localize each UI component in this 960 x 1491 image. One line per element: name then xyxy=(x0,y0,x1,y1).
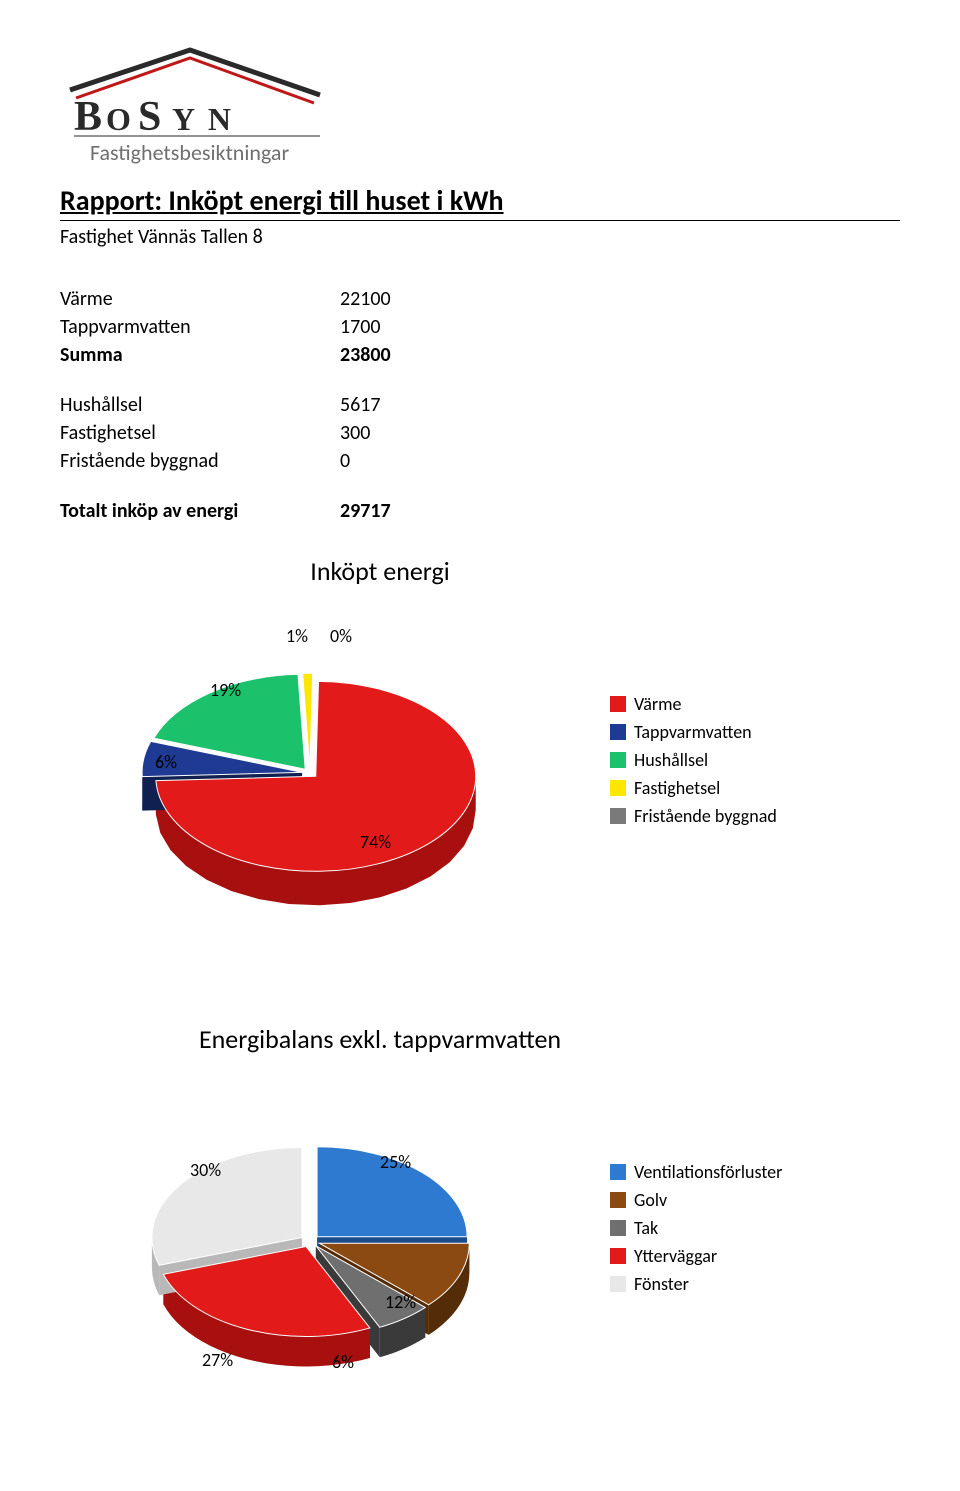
legend-swatch xyxy=(610,1192,626,1208)
row-label: Fristående byggnad xyxy=(60,447,340,475)
report-title: Rapport: Inköpt energi till huset i kWh xyxy=(60,183,900,221)
table-row-sum: Summa 23800 xyxy=(60,341,391,369)
legend-item: Golv xyxy=(610,1189,782,1211)
legend-label: Fristående byggnad xyxy=(634,805,777,827)
legend-label: Ventilationsförluster xyxy=(634,1161,782,1183)
legend-swatch xyxy=(610,1220,626,1236)
pie-label: 27% xyxy=(202,1349,233,1371)
table-row: Hushållsel 5617 xyxy=(60,391,391,419)
row-value: 300 xyxy=(340,419,391,447)
row-label: Tappvarmvatten xyxy=(60,313,340,341)
table-row: Tappvarmvatten 1700 xyxy=(60,313,391,341)
pie-label: 6% xyxy=(155,751,177,773)
legend-item: Fönster xyxy=(610,1273,782,1295)
legend-label: Fönster xyxy=(634,1273,689,1295)
table-row: Fastighetsel 300 xyxy=(60,419,391,447)
svg-text:S: S xyxy=(138,94,163,140)
pie-label: 25% xyxy=(380,1151,411,1173)
pie-label: 0% xyxy=(330,625,352,647)
pie-label: 74% xyxy=(360,831,391,853)
chart1-legend: Värme Tappvarmvatten Hushållsel Fastighe… xyxy=(610,693,777,833)
legend-swatch xyxy=(610,724,626,740)
row-label: Totalt inköp av energi xyxy=(60,497,340,525)
row-value: 0 xyxy=(340,447,391,475)
row-label: Värme xyxy=(60,285,340,313)
legend-item: Fristående byggnad xyxy=(610,805,777,827)
legend-swatch xyxy=(610,1164,626,1180)
legend-label: Ytterväggar xyxy=(634,1245,717,1267)
chart2-title: Energibalans exkl. tappvarmvatten xyxy=(60,1023,700,1055)
chart2-pie: 25% 12% 6% 27% 30% xyxy=(60,1091,540,1451)
energy-table: Värme 22100 Tappvarmvatten 1700 Summa 23… xyxy=(60,285,391,525)
legend-item: Värme xyxy=(610,693,777,715)
legend-label: Fastighetsel xyxy=(634,777,720,799)
legend-item: Tak xyxy=(610,1217,782,1239)
legend-swatch xyxy=(610,696,626,712)
report-subtitle: Fastighet Vännäs Tallen 8 xyxy=(60,225,900,249)
row-label: Summa xyxy=(60,341,340,369)
pie-label: 1% xyxy=(286,625,308,647)
svg-text:B: B xyxy=(74,94,104,140)
legend-swatch xyxy=(610,808,626,824)
legend-label: Tappvarmvatten xyxy=(634,721,752,743)
legend-label: Golv xyxy=(634,1189,667,1211)
legend-label: Tak xyxy=(634,1217,658,1239)
svg-text:Fastighetsbesiktningar: Fastighetsbesiktningar xyxy=(90,139,289,166)
row-value: 1700 xyxy=(340,313,391,341)
svg-text:Y N: Y N xyxy=(172,101,234,137)
chart1-pie: 1% 0% 19% 6% 74% xyxy=(60,623,540,983)
brand-logo: B O S Y N Fastighetsbesiktningar xyxy=(60,40,900,175)
legend-swatch xyxy=(610,780,626,796)
row-label: Fastighetsel xyxy=(60,419,340,447)
row-label: Hushållsel xyxy=(60,391,340,419)
legend-item: Ventilationsförluster xyxy=(610,1161,782,1183)
legend-swatch xyxy=(610,1276,626,1292)
chart2-legend: Ventilationsförluster Golv Tak Yttervägg… xyxy=(610,1161,782,1301)
legend-item: Ytterväggar xyxy=(610,1245,782,1267)
legend-swatch xyxy=(610,1248,626,1264)
legend-item: Hushållsel xyxy=(610,749,777,771)
legend-label: Hushållsel xyxy=(634,749,708,771)
table-row: Fristående byggnad 0 xyxy=(60,447,391,475)
row-value: 29717 xyxy=(340,497,391,525)
row-value: 22100 xyxy=(340,285,391,313)
legend-item: Tappvarmvatten xyxy=(610,721,777,743)
table-row: Värme 22100 xyxy=(60,285,391,313)
table-row-total: Totalt inköp av energi 29717 xyxy=(60,497,391,525)
legend-label: Värme xyxy=(634,693,681,715)
legend-swatch xyxy=(610,752,626,768)
pie-label: 12% xyxy=(385,1291,416,1313)
pie-label: 30% xyxy=(190,1159,221,1181)
row-value: 5617 xyxy=(340,391,391,419)
svg-text:O: O xyxy=(106,101,132,137)
legend-item: Fastighetsel xyxy=(610,777,777,799)
row-value: 23800 xyxy=(340,341,391,369)
chart1-title: Inköpt energi xyxy=(60,555,700,587)
pie-label: 6% xyxy=(332,1351,354,1373)
pie-label: 19% xyxy=(210,679,241,701)
